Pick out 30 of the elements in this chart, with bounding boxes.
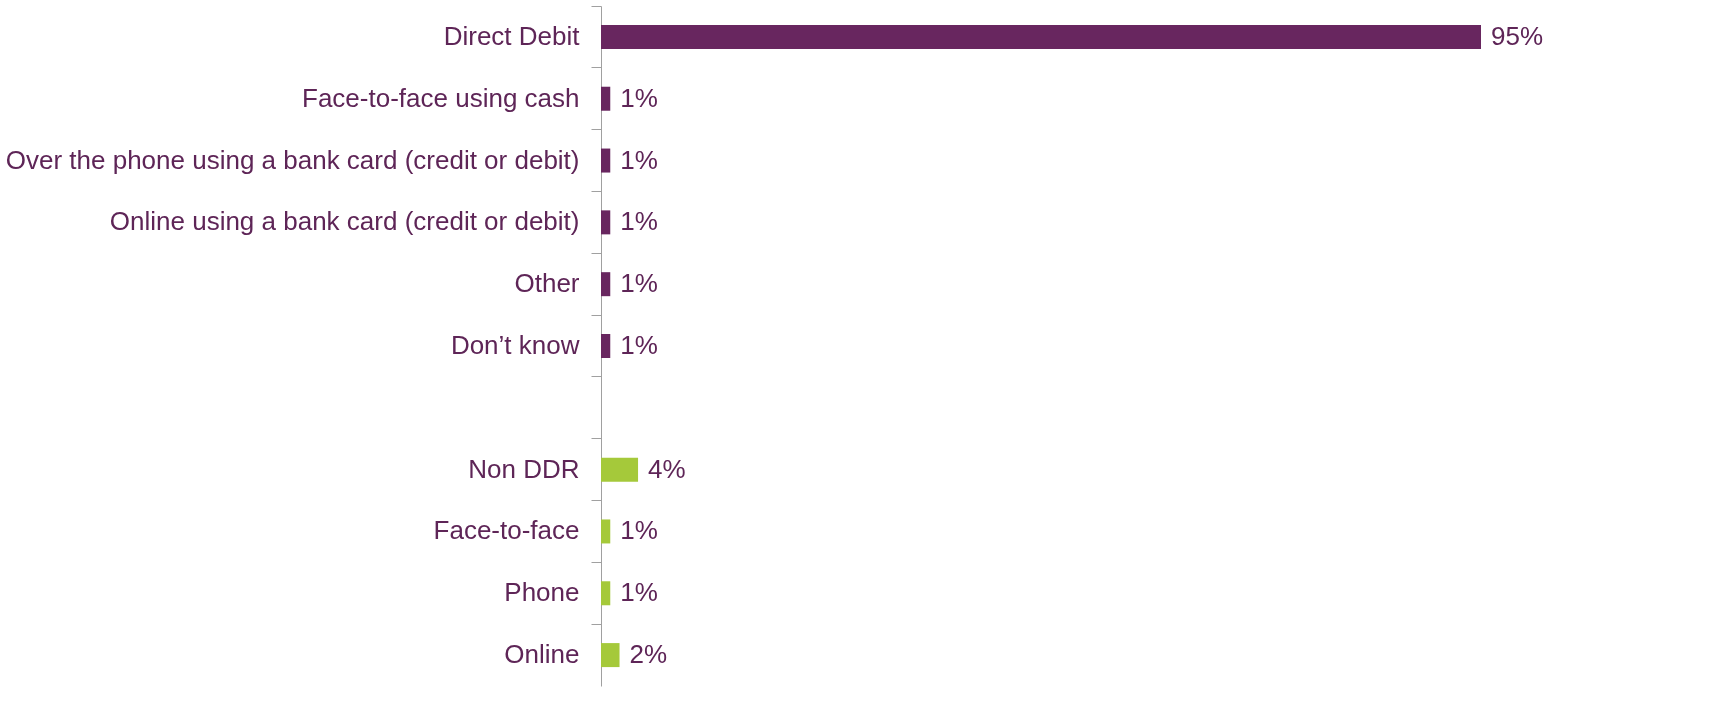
data-label: 1% xyxy=(620,515,658,546)
bar xyxy=(601,148,611,173)
bar xyxy=(601,519,611,544)
data-label: 4% xyxy=(648,453,686,484)
y-tick-label: Online using a bank card (credit or debit) xyxy=(109,206,580,237)
y-tick-label: Other xyxy=(514,268,580,299)
y-tick-label: Face-to-face xyxy=(433,515,580,546)
bar xyxy=(601,86,611,111)
y-tick-label: Don’t know xyxy=(450,330,580,360)
bar xyxy=(601,334,611,358)
bar xyxy=(601,210,611,235)
data-label: 1% xyxy=(620,144,658,175)
y-tick-label: Online xyxy=(504,639,580,670)
y-tick-label: Phone xyxy=(504,577,580,608)
data-label: 1% xyxy=(620,82,658,113)
data-label: 1% xyxy=(620,268,658,299)
bar xyxy=(601,457,639,482)
data-label: 1% xyxy=(620,330,658,360)
bar xyxy=(601,272,611,297)
bar xyxy=(601,581,611,606)
data-label: 2% xyxy=(629,639,668,670)
y-tick-label: Face-to-face using cash xyxy=(302,82,580,113)
data-label: 95% xyxy=(1491,20,1544,51)
y-tick-label: Direct Debit xyxy=(443,20,581,51)
data-label: 1% xyxy=(620,206,658,237)
data-label: 1% xyxy=(620,577,658,608)
bar xyxy=(601,24,1481,49)
y-tick-label: Non DDR xyxy=(468,453,580,484)
y-tick-label: Over the phone using a bank card (credit or debit) xyxy=(5,144,580,175)
bar xyxy=(601,643,620,668)
